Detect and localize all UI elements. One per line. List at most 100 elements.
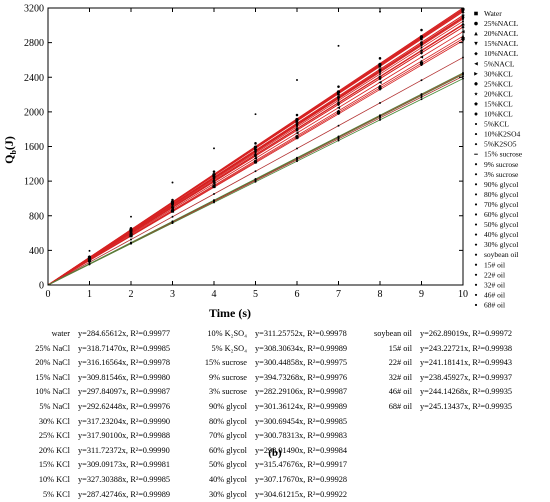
equation-column-2: soybean oil y=262.89019x, R²=0.99972 15# o…	[362, 327, 512, 415]
data-point-0-7	[378, 86, 382, 90]
data-point-11-6	[337, 109, 340, 112]
data-point-23-3	[213, 178, 215, 181]
equation-table: water y=284.65612x, R²=0.99977 25% NaCl y=3…	[0, 327, 550, 499]
legend-label-18: 80% glycol	[484, 190, 518, 199]
equation-fit: y=245.13437x, R²=0.99935	[420, 401, 513, 411]
legend-marker-23	[474, 243, 478, 246]
equation-sample-name: 25% KCl	[38, 431, 70, 441]
plot-area	[47, 7, 465, 286]
y-tick-label-2000: 2000	[24, 107, 44, 118]
data-point-7-5	[295, 118, 299, 122]
data-point-29-6	[337, 135, 340, 138]
legend-label-8: 20%KCL	[484, 89, 513, 98]
equation-fit: y=317.23204x, R²=0.99990	[78, 416, 171, 426]
equation-sample-name: 10% KCl	[38, 474, 70, 484]
equation-fit: y=287.42746x, R²=0.99989	[78, 489, 171, 499]
data-point-21-4	[254, 147, 257, 150]
data-point-21-3	[213, 174, 215, 177]
equation-sample-name: 90% glycol	[208, 401, 247, 411]
equation-row: 5% K₂SO₄ y=308.30634x, R²=0.99989	[175, 342, 347, 357]
figure-caption: (b)	[268, 447, 282, 459]
data-point-29-8	[420, 93, 423, 95]
data-point-23-1	[130, 231, 132, 234]
data-point-0-5	[295, 135, 299, 139]
data-point-24-4	[254, 170, 257, 173]
legend-marker-29	[474, 303, 478, 307]
legend-marker-21	[474, 223, 478, 226]
data-point-12-8	[420, 41, 423, 44]
data-point-22-5	[296, 124, 298, 127]
equation-row: 60% glycol y=298.01490x, R²=0.99984	[175, 444, 347, 459]
data-point-15-6	[337, 44, 340, 47]
legend-label-21: 50% glycol	[484, 220, 518, 229]
y-axis-label: Qb(J)	[2, 136, 18, 164]
data-point-26-6	[337, 137, 340, 140]
equation-fit: y=292.62448x, R²=0.99976	[78, 401, 171, 411]
equation-sample-name: 68# oil	[388, 401, 412, 411]
data-point-10-3	[212, 170, 216, 173]
data-point-21-2	[171, 202, 174, 205]
legend-marker-1	[474, 21, 478, 26]
y-tick-label-800: 800	[29, 211, 44, 222]
y-tick-label-2800: 2800	[24, 38, 44, 49]
equation-row: 15% sucrose y=300.44858x, R²=0.99975	[175, 356, 347, 371]
legend-label-14: 15% sucrose	[484, 150, 523, 159]
equation-sample-name: 20% KCl	[38, 445, 70, 455]
equation-row: 50% glycol y=315.47676x, R²=0.99917	[175, 458, 347, 473]
legend-marker-16	[474, 173, 478, 176]
equation-sample-name: 40% glycol	[208, 474, 247, 484]
legend-marker-8	[474, 91, 478, 96]
data-point-29-4	[254, 177, 257, 180]
data-point-22-8	[420, 44, 423, 47]
y-tick-label-1200: 1200	[24, 177, 44, 188]
equation-sample-name: 46# oil	[388, 387, 412, 397]
equation-row: soybean oil y=262.89019x, R²=0.99972	[362, 327, 512, 342]
equation-row: 3% sucrose y=282.29106x, R²=0.99987	[175, 385, 347, 400]
equation-fit: y=317.90100x, R²=0.99988	[78, 431, 171, 441]
data-point-15-3	[213, 147, 215, 150]
data-point-15-4	[254, 113, 257, 116]
data-point-19-6	[337, 101, 340, 104]
legend-marker-9	[474, 102, 478, 106]
data-point-23-6	[337, 99, 340, 102]
equation-fit: y=300.78313x, R²=0.99983	[255, 431, 348, 441]
equation-sample-name: 15% sucrose	[204, 358, 247, 368]
equation-row: 15% NaCl y=309.81546x, R²=0.99980	[0, 371, 170, 386]
data-point-29-7	[379, 114, 381, 117]
axes: 0 1 2 3 4 5 6 7 8 9 10 0 400 800 1200 1600 2000 2400 2800 3…	[24, 4, 468, 301]
data-point-10-8	[420, 28, 423, 32]
x-tick-label-3: 3	[170, 289, 175, 300]
data-point-12-5	[296, 122, 298, 125]
equation-fit: y=307.17670x, R²=0.99928	[255, 474, 348, 484]
data-point-5-7	[378, 80, 382, 84]
data-point-21-1	[130, 229, 132, 232]
data-point-16-2	[171, 210, 174, 213]
y-axis-label-main: Q	[2, 155, 16, 164]
legend-label-17: 90% glycol	[484, 180, 518, 189]
legend-marker-17	[474, 183, 478, 186]
data-point-12-7	[379, 68, 381, 71]
equation-fit: y=298.01490x, R²=0.99984	[255, 445, 348, 455]
data-point-11-3	[213, 184, 215, 187]
x-axis-label: Time (s)	[209, 306, 251, 320]
legend-label-3: 15%NACL	[484, 39, 519, 48]
equation-fit: y=244.14268x, R²=0.99935	[420, 387, 513, 397]
legend-label-10: 10%KCL	[484, 110, 513, 119]
data-point-26-5	[296, 158, 298, 161]
y-tick-label-3200: 3200	[24, 4, 44, 15]
data-point-29-0	[88, 262, 91, 265]
equation-row: 90% glycol y=301.36124x, R²=0.99989	[175, 400, 347, 415]
equation-row: 10% NaCl y=297.84097x, R²=0.99987	[0, 385, 170, 400]
equation-fit: y=308.30634x, R²=0.99989	[255, 343, 348, 353]
data-point-5-8	[419, 55, 424, 59]
data-point-7-6	[336, 90, 341, 94]
legend-label-23: 30% glycol	[484, 240, 518, 249]
data-point-22-7	[379, 71, 381, 74]
equation-row: 70% glycol y=300.78313x, R²=0.99983	[175, 429, 347, 444]
data-point-27-3	[213, 201, 215, 204]
equation-row: 15% KCl y=309.09173x, R²=0.99981	[0, 458, 170, 473]
legend-marker-12	[474, 133, 478, 136]
data-point-24-0	[88, 261, 91, 264]
data-point-29-5	[296, 156, 298, 159]
equation-sample-name: 30% KCl	[38, 416, 70, 426]
